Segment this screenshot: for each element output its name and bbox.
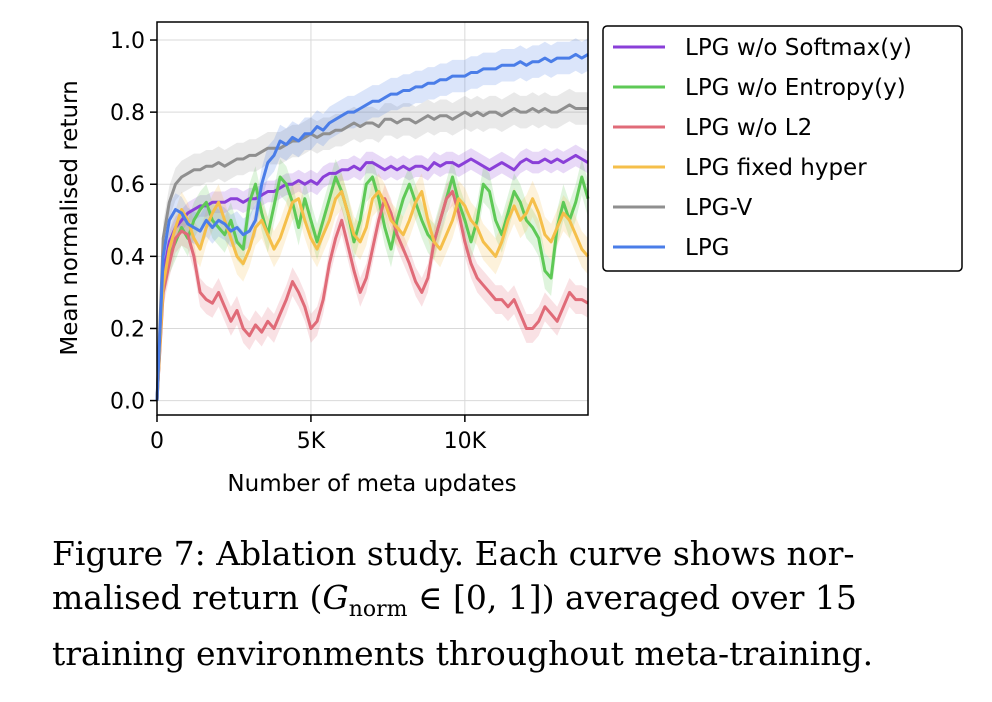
x-axis-ticks: 0 5K 10K <box>150 415 487 454</box>
caption-intro: Figure 7: Ablation study. Each curve sho… <box>52 534 855 617</box>
caption-math-subscript: norm <box>348 597 408 622</box>
confidence-bands <box>157 38 588 401</box>
y-axis-title: Mean normalised return <box>57 80 83 355</box>
y-axis-ticks: 0.0 0.2 0.4 0.6 0.8 1.0 <box>110 29 157 415</box>
legend-label-lpg: LPG <box>685 235 730 261</box>
legend-label-lpg-v: LPG-V <box>685 195 752 221</box>
legend-frame <box>602 25 963 272</box>
caption-outro: ) averaged over 15 training environments… <box>52 578 874 673</box>
y-tick-label: 0.6 <box>110 173 145 198</box>
series-line-lpg-w-o-entropy-y <box>155 175 590 401</box>
series-line-lpg-w-o-l2 <box>155 190 589 401</box>
legend-label-lpg-w-o-softmax-y: LPG w/o Softmax(y) <box>685 35 912 61</box>
caption-math-symbol: G <box>322 578 349 617</box>
legend-label-lpg-w-o-l2: LPG w/o L2 <box>685 115 812 141</box>
chart: 0 5K 10K 0.0 0.2 0.4 0.6 0.8 1.0 Number of meta… <box>57 21 963 497</box>
series-lines <box>155 52 590 401</box>
y-tick-label: 0.0 <box>110 390 145 415</box>
series-line-lpg <box>155 52 589 401</box>
x-tick-label: 10K <box>444 429 487 454</box>
x-axis-title: Number of meta updates <box>227 471 516 497</box>
series-line-lpg-w-o-softmax-y <box>155 153 589 401</box>
figure-caption: Figure 7: Ablation study. Each curve sho… <box>52 532 972 676</box>
grid <box>156 22 588 415</box>
plot-frame <box>156 21 589 416</box>
band-lpg-w-o-l2 <box>157 177 588 401</box>
band-lpg <box>157 38 588 401</box>
x-tick-label: 0 <box>150 429 164 454</box>
x-tick-label: 5K <box>297 429 326 454</box>
series-line-lpg-fixed-hyper <box>155 190 590 401</box>
legend-label-lpg-fixed-hyper: LPG fixed hyper <box>685 155 867 181</box>
y-tick-label: 1.0 <box>110 29 145 54</box>
legend-label-lpg-w-o-entropy-y: LPG w/o Entropy(y) <box>685 75 906 101</box>
y-tick-label: 0.8 <box>110 101 145 126</box>
caption-math-rest: ∈ [0, 1] <box>407 578 542 617</box>
legend: LPG w/o Softmax(y) LPG w/o Entropy(y) LPG … <box>602 25 963 272</box>
series-line-lpg-v <box>155 103 588 401</box>
band-lpg-v <box>157 88 588 401</box>
y-tick-label: 0.4 <box>110 245 145 270</box>
y-tick-label: 0.2 <box>110 317 145 342</box>
